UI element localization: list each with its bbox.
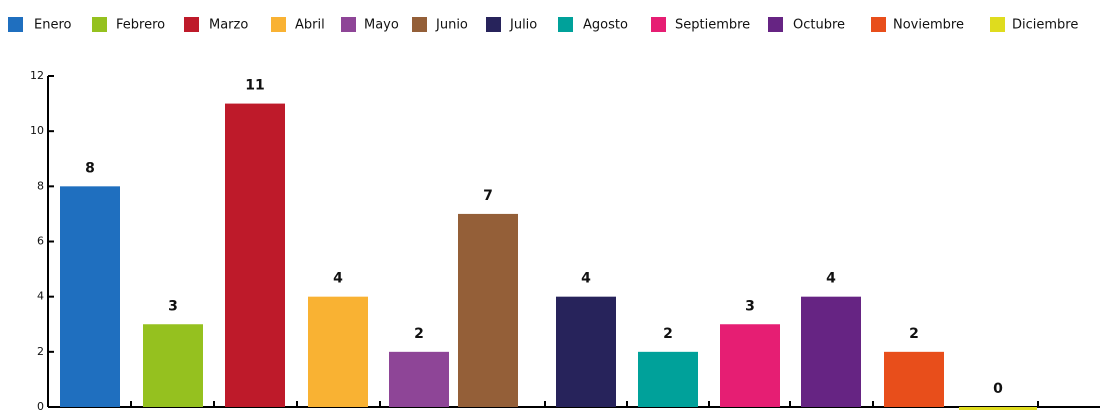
bar <box>801 296 861 407</box>
bar <box>959 407 1037 410</box>
bar <box>638 351 698 407</box>
legend-label: Noviembre <box>893 18 964 33</box>
legend-swatch <box>271 17 286 32</box>
legend-label: Abril <box>295 18 325 33</box>
value-label: 3 <box>745 298 755 314</box>
bar <box>556 296 616 407</box>
legend-swatch <box>184 17 199 32</box>
bar <box>720 324 780 407</box>
y-tick-label: 12 <box>30 69 44 82</box>
legend-label: Octubre <box>793 18 845 33</box>
y-tick-label: 0 <box>37 400 44 410</box>
value-label: 11 <box>245 78 264 94</box>
legend-label: Febrero <box>116 18 165 33</box>
bar <box>225 103 285 407</box>
legend-label: Diciembre <box>1012 18 1078 33</box>
value-label: 2 <box>414 326 424 342</box>
legend-swatch <box>558 17 573 32</box>
bar <box>389 351 449 407</box>
y-tick-label: 10 <box>30 124 44 137</box>
legend-swatch <box>486 17 501 32</box>
legend-swatch <box>990 17 1005 32</box>
value-label: 7 <box>483 188 493 204</box>
y-tick-label: 8 <box>37 179 44 192</box>
legend-swatch <box>412 17 427 32</box>
legend-label: Enero <box>34 18 72 33</box>
value-label: 4 <box>826 271 836 287</box>
value-label: 4 <box>581 271 591 287</box>
legend-swatch <box>341 17 356 32</box>
legend-swatch <box>768 17 783 32</box>
legend-label: Mayo <box>364 18 399 33</box>
value-label: 2 <box>663 326 673 342</box>
bar <box>143 324 203 407</box>
value-label: 0 <box>993 381 1003 397</box>
legend-label: Septiembre <box>675 18 750 33</box>
bar <box>458 213 518 407</box>
bar <box>884 351 944 407</box>
bar <box>308 296 368 407</box>
legend-label: Junio <box>435 18 468 33</box>
legend-label: Marzo <box>209 18 248 33</box>
value-label: 2 <box>909 326 919 342</box>
legend-swatch <box>8 17 23 32</box>
legend-swatch <box>92 17 107 32</box>
y-tick-label: 2 <box>37 345 44 358</box>
value-label: 3 <box>168 298 178 314</box>
legend-label: Agosto <box>583 18 628 33</box>
y-tick-label: 6 <box>37 235 44 248</box>
legend-swatch <box>651 17 666 32</box>
value-label: 8 <box>85 160 95 176</box>
legend-swatch <box>871 17 886 32</box>
bar <box>60 186 120 407</box>
y-tick-label: 4 <box>37 290 44 303</box>
legend-label: Julio <box>509 18 537 33</box>
value-label: 4 <box>333 271 343 287</box>
